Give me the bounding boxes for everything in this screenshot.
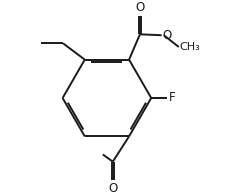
Text: O: O bbox=[135, 1, 144, 14]
Text: O: O bbox=[162, 29, 172, 42]
Text: F: F bbox=[168, 92, 175, 104]
Text: O: O bbox=[108, 182, 118, 195]
Text: CH₃: CH₃ bbox=[180, 42, 200, 52]
